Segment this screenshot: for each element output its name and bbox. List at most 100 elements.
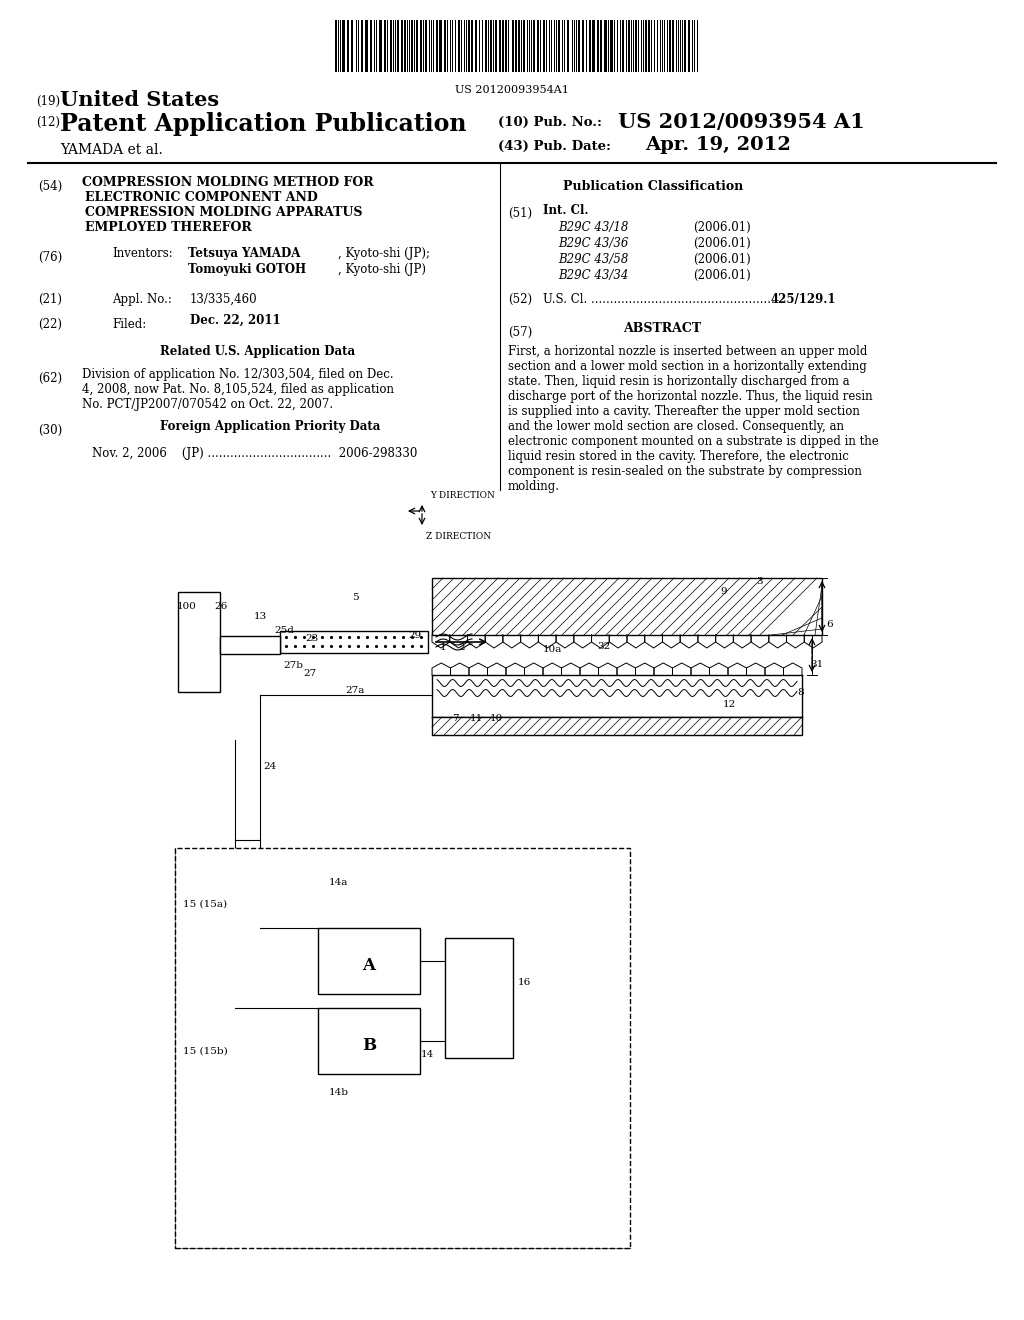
- Text: 1: 1: [440, 643, 446, 652]
- Text: 10a: 10a: [543, 645, 562, 653]
- Text: US 20120093954A1: US 20120093954A1: [455, 84, 569, 95]
- Bar: [439, 20, 442, 73]
- Bar: [379, 20, 382, 73]
- Text: COMPRESSION MOLDING APPARATUS: COMPRESSION MOLDING APPARATUS: [85, 206, 362, 219]
- Text: 14: 14: [421, 1049, 434, 1059]
- Text: Apr. 19, 2012: Apr. 19, 2012: [645, 136, 791, 154]
- Text: 25d: 25d: [274, 626, 294, 635]
- Bar: [432, 578, 822, 635]
- Text: Publication Classification: Publication Classification: [563, 180, 743, 193]
- Bar: [468, 20, 470, 73]
- Text: U.S. Cl. .................................................: U.S. Cl. ...............................…: [543, 293, 775, 306]
- Bar: [220, 636, 280, 653]
- Text: YAMADA et al.: YAMADA et al.: [60, 143, 163, 157]
- Text: 5: 5: [352, 593, 358, 602]
- Bar: [411, 20, 413, 73]
- Bar: [600, 20, 602, 73]
- Text: B29C 43/18: B29C 43/18: [558, 220, 629, 234]
- Bar: [648, 20, 650, 73]
- Text: 13/335,460: 13/335,460: [190, 293, 258, 306]
- Text: First, a horizontal nozzle is inserted between an upper mold
section and a lower: First, a horizontal nozzle is inserted b…: [508, 345, 879, 492]
- Text: 6: 6: [826, 620, 833, 630]
- Text: (57): (57): [508, 326, 532, 339]
- Text: 15 (15b): 15 (15b): [183, 1047, 227, 1056]
- Text: (12): (12): [36, 116, 60, 129]
- Bar: [444, 20, 446, 73]
- Text: 26: 26: [214, 602, 227, 611]
- Text: (76): (76): [38, 251, 62, 264]
- Bar: [534, 20, 535, 73]
- Text: (2006.01): (2006.01): [693, 220, 751, 234]
- Bar: [432, 717, 802, 735]
- Bar: [471, 20, 473, 73]
- Bar: [669, 20, 671, 73]
- Bar: [502, 20, 504, 73]
- Text: 11: 11: [470, 714, 483, 723]
- Bar: [589, 20, 591, 73]
- Bar: [351, 20, 353, 73]
- Text: Foreign Application Priority Data: Foreign Application Priority Data: [160, 420, 380, 433]
- Bar: [582, 20, 584, 73]
- Bar: [335, 20, 337, 73]
- Text: Z DIRECTION: Z DIRECTION: [426, 532, 492, 541]
- Text: United States: United States: [60, 90, 219, 110]
- Text: (2006.01): (2006.01): [693, 253, 751, 267]
- Text: B29C 43/58: B29C 43/58: [558, 253, 629, 267]
- Text: 8: 8: [797, 688, 804, 697]
- Bar: [318, 928, 420, 994]
- Text: 100: 100: [177, 602, 197, 611]
- Text: 16: 16: [518, 978, 531, 987]
- Text: 32: 32: [597, 642, 610, 651]
- Bar: [347, 20, 349, 73]
- Text: Inventors:: Inventors:: [112, 247, 173, 260]
- Text: 12: 12: [723, 700, 736, 709]
- Bar: [318, 1008, 420, 1074]
- Text: Y DIRECTION: Y DIRECTION: [430, 491, 495, 500]
- Text: (43) Pub. Date:: (43) Pub. Date:: [498, 140, 611, 153]
- Bar: [361, 20, 362, 73]
- Bar: [628, 20, 630, 73]
- Text: B29C 43/36: B29C 43/36: [558, 238, 629, 249]
- Text: (62): (62): [38, 372, 62, 385]
- Bar: [499, 20, 501, 73]
- Bar: [604, 20, 607, 73]
- Bar: [370, 20, 372, 73]
- Bar: [537, 20, 539, 73]
- Text: EMPLOYED THEREFOR: EMPLOYED THEREFOR: [85, 220, 252, 234]
- Text: 24: 24: [263, 762, 276, 771]
- Text: 29: 29: [408, 631, 421, 640]
- Bar: [688, 20, 690, 73]
- Text: (19): (19): [36, 95, 60, 108]
- Text: (54): (54): [38, 180, 62, 193]
- Bar: [390, 20, 392, 73]
- Bar: [622, 20, 624, 73]
- Bar: [365, 20, 368, 73]
- Text: Int. Cl.: Int. Cl.: [543, 205, 589, 216]
- Bar: [384, 20, 386, 73]
- Bar: [458, 20, 460, 73]
- Bar: [523, 20, 525, 73]
- Bar: [342, 20, 345, 73]
- Bar: [397, 20, 399, 73]
- Bar: [178, 591, 220, 692]
- Text: 14b: 14b: [329, 1088, 349, 1097]
- Text: Patent Application Publication: Patent Application Publication: [60, 112, 467, 136]
- Text: Appl. No.:: Appl. No.:: [112, 293, 172, 306]
- Text: 27a: 27a: [345, 686, 365, 696]
- Text: 3: 3: [756, 577, 763, 586]
- Text: (51): (51): [508, 207, 532, 220]
- Bar: [512, 20, 514, 73]
- Text: B: B: [361, 1038, 376, 1055]
- Bar: [420, 20, 422, 73]
- Bar: [684, 20, 686, 73]
- Bar: [436, 20, 438, 73]
- Text: (52): (52): [508, 293, 532, 306]
- Bar: [635, 20, 637, 73]
- Bar: [475, 20, 477, 73]
- Text: (22): (22): [38, 318, 62, 331]
- Text: 4, 2008, now Pat. No. 8,105,524, filed as application: 4, 2008, now Pat. No. 8,105,524, filed a…: [82, 383, 394, 396]
- Text: 23: 23: [305, 634, 318, 643]
- Bar: [578, 20, 580, 73]
- Text: US 2012/0093954 A1: US 2012/0093954 A1: [618, 112, 864, 132]
- Text: 15 (15a): 15 (15a): [183, 900, 227, 909]
